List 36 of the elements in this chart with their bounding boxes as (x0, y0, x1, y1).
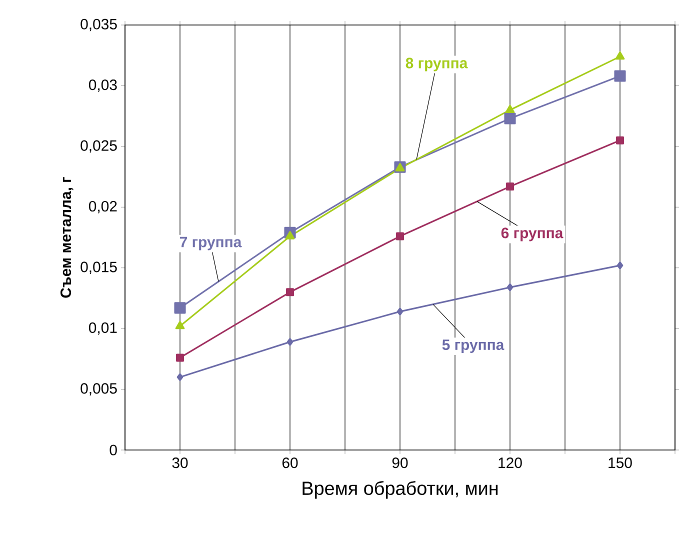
y-tick-label: 0,035 (80, 18, 117, 32)
point (506, 283, 514, 292)
point (504, 112, 516, 124)
point (506, 182, 514, 190)
series-label: 7 группа (180, 236, 242, 250)
point (615, 51, 625, 60)
y-tick-label: 0,03 (88, 80, 117, 92)
point (174, 302, 186, 314)
y-tick-label: 0,01 (88, 322, 117, 335)
point (286, 288, 294, 296)
point (396, 308, 404, 316)
x-tick-label: 60 (282, 458, 298, 468)
x-tick-label: 30 (172, 458, 188, 468)
point (614, 70, 626, 82)
point (616, 261, 624, 270)
y-tick-label: 0,025 (80, 140, 117, 153)
point (286, 338, 294, 346)
text: 6 группа (501, 228, 564, 242)
y-tick-label: 0 (110, 444, 117, 456)
text: 5 группа (442, 340, 504, 353)
point (285, 231, 295, 240)
point (396, 232, 404, 240)
point (176, 354, 184, 362)
x-axis-title: Время обработки, мин (302, 480, 498, 499)
y-axis-title: Съем металла, г (60, 177, 74, 298)
x-tick-label: 90 (392, 458, 408, 468)
x-tick-label: 120 (498, 458, 522, 468)
x-tick-label: 150 (608, 458, 632, 468)
y-tick-label: 0,005 (80, 383, 117, 396)
y-tick-label: 0,015 (80, 262, 117, 274)
point (616, 136, 624, 144)
y-tick-label: 0,02 (88, 200, 117, 214)
text: 8 группа (406, 58, 468, 72)
point (505, 104, 515, 114)
point (176, 373, 184, 382)
point (175, 320, 185, 330)
